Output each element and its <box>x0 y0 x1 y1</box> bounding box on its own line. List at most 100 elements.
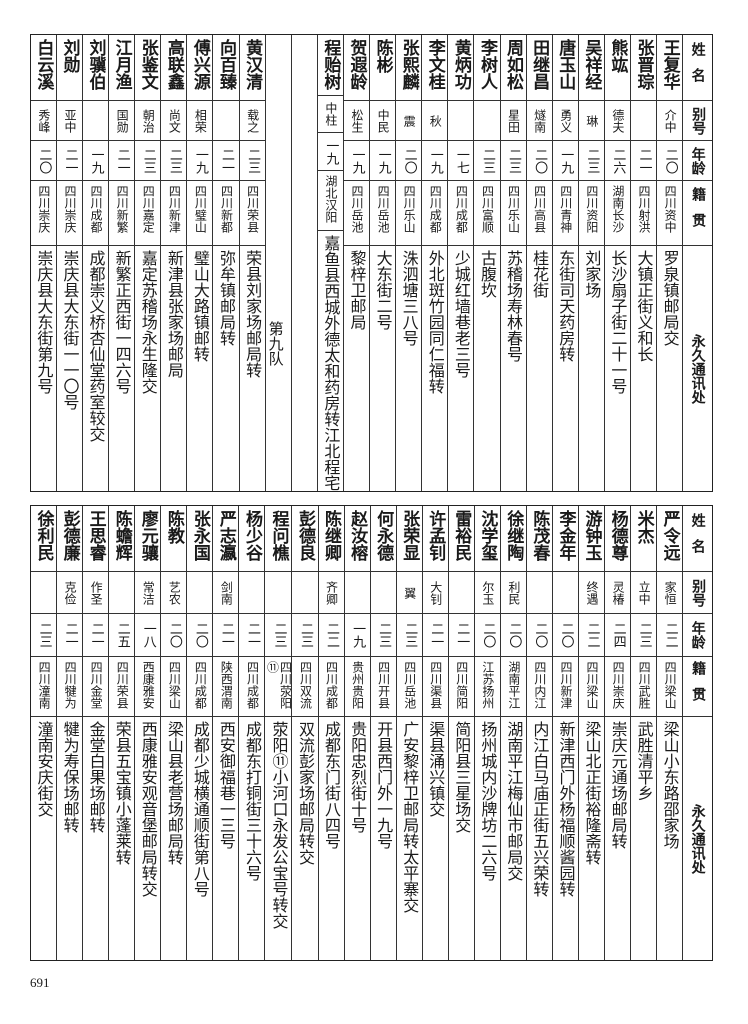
header-address-label: 永久通讯处 <box>689 333 706 404</box>
alias-text: 大钊 <box>428 580 443 605</box>
age-cell: 一九 <box>552 141 578 181</box>
header-name-cell: 姓名 <box>683 506 712 572</box>
age-text: 一九 <box>350 622 366 648</box>
address-text: 荣县五宝镇小蓬莱转 <box>112 721 132 865</box>
name-cell: 张荣显 <box>396 506 422 572</box>
age-text: 二三 <box>298 622 313 648</box>
alias-text: 松生 <box>349 108 364 133</box>
alias-cell <box>187 572 213 614</box>
name-cell: 张晋琮 <box>630 35 657 101</box>
person-column: 黄炳功 一七 四川成都 少城红墙巷老三号 <box>447 35 474 491</box>
alias-text: 立中 <box>637 580 652 605</box>
address-cell: 弥牟镇邮局转 <box>213 246 238 491</box>
alias-text: 作圣 <box>89 580 104 605</box>
name-cell: 程问樵 <box>265 506 292 572</box>
native-text: 湖北汉阳 <box>323 174 338 223</box>
age-text: 二一 <box>219 147 235 174</box>
header-name-label: 姓名 <box>689 41 706 94</box>
name-text: 杨德尊 <box>607 510 628 561</box>
person-column: 陈继卿 齐卿 二二 四川成都 成都东门街八四号 <box>317 506 344 960</box>
native-text: 四川新繁 <box>115 185 130 233</box>
name-text: 杨少谷 <box>241 510 262 561</box>
age-text: 一九 <box>323 138 339 165</box>
age-cell: 二三 <box>500 141 526 181</box>
person-column: 张永国 二〇 四川成都 成都少城横通顺街第八号 <box>186 506 213 960</box>
person-column: 李文桂秋一九 四川成都 外北斑竹园同仁福转 <box>421 35 448 491</box>
native-text: 四川资阳 <box>584 185 599 233</box>
age-cell: 一九 <box>422 141 448 181</box>
native-text: 四川岳池 <box>402 661 417 709</box>
address-text: 洙泗塘三八号 <box>399 250 419 346</box>
name-cell: 向百臻 <box>213 35 239 101</box>
native-text: 四川成都 <box>454 185 469 233</box>
person-column: 程贻树 中柱 一九 湖北汉阳 嘉鱼县西城外德太和药房转江北程宅 <box>316 35 343 491</box>
age-cell: 二一 <box>213 614 239 657</box>
name-cell: 田继昌 <box>526 35 552 101</box>
address-text: 崇庆县大东街第九号 <box>34 250 54 394</box>
age-cell: 二三 <box>239 141 265 181</box>
name-text: 张晋琮 <box>633 39 654 90</box>
native-cell: 四川崇庆 <box>30 181 56 246</box>
age-text: 二三 <box>166 147 182 174</box>
name-cell: 刘骥伯 <box>83 35 109 101</box>
native-cell: 四川岳池 <box>370 181 396 246</box>
alias-cell: 尔玉 <box>474 572 500 614</box>
name-cell: 徐利民 <box>31 506 57 572</box>
native-cell: 江苏扬州 <box>474 657 500 717</box>
alias-text: 常洁 <box>141 580 156 605</box>
name-cell: 贺遐龄 <box>343 35 370 101</box>
alias-cell: 相荣 <box>187 101 213 141</box>
name-cell: 黄炳功 <box>448 35 474 101</box>
age-cell: 一八 <box>135 614 161 657</box>
native-cell: 四川岳池 <box>343 181 370 246</box>
native-text: 四川新都 <box>219 185 234 233</box>
name-cell: 陈蟾辉 <box>109 506 135 572</box>
name-text: 黄汉清 <box>242 39 263 90</box>
header-alias-cell: 别号 <box>683 572 712 614</box>
name-text: 米杰 <box>633 510 654 544</box>
age-text: 二〇 <box>532 147 548 174</box>
name-text: 田继昌 <box>529 39 550 90</box>
address-cell: 新津县张家场邮局 <box>161 246 186 491</box>
native-text: 四川成都 <box>428 185 443 233</box>
age-text: 二一 <box>636 147 652 174</box>
person-column: 田继昌 燧南 二〇 四川高县 桂花街 <box>525 35 552 491</box>
native-cell: 四川新津 <box>552 657 578 717</box>
alias-cell <box>292 572 318 614</box>
header-name-label: 姓名 <box>689 512 706 565</box>
native-cell: 四川金堂 <box>83 657 109 717</box>
address-text: 崇庆元通场邮局转 <box>608 721 628 849</box>
address-text: 渠县涌兴镇交 <box>426 721 446 817</box>
name-text: 黄炳功 <box>450 39 471 90</box>
name-text: 高联鑫 <box>163 39 184 90</box>
age-cell: 二〇 <box>657 141 683 181</box>
name-text: 陈彬 <box>372 39 393 73</box>
address-cell: 金堂白果场邮转 <box>83 717 108 960</box>
age-cell: 二三 <box>474 141 500 181</box>
alias-cell <box>344 572 370 614</box>
name-cell: 张熙麟 <box>396 35 422 101</box>
address-text: 新繁正西街一四六号 <box>112 250 132 394</box>
header-age-label: 年龄 <box>689 146 706 175</box>
age-cell: 二三 <box>578 141 604 181</box>
person-column: 严令远 家恒 二二 四川梁山 梁山小东路邵家场 <box>656 506 683 960</box>
native-cell: 四川开县 <box>370 657 396 717</box>
alias-text: 利民 <box>506 580 521 605</box>
person-column: 周如松 星田 二三 四川乐山 苏稽场寿林春号 <box>499 35 526 491</box>
native-text: 四川犍为 <box>63 661 78 709</box>
address-text: 成都东打铜街三十六号 <box>242 721 262 881</box>
header-alias-cell: 别号 <box>683 101 712 141</box>
native-text: 四川新津 <box>167 185 182 233</box>
native-text: 四川岳池 <box>376 185 391 233</box>
alias-cell <box>265 572 292 614</box>
name-text: 程贻树 <box>320 39 341 90</box>
alias-text: 琳 <box>584 114 599 127</box>
alias-text: 载之 <box>245 108 260 133</box>
native-cell: 西康雅安 <box>135 657 161 717</box>
name-cell: 许孟钊 <box>422 506 448 572</box>
person-column: 陈茂春 二〇 四川内江 内江白马庙正街五兴荣转 <box>525 506 552 960</box>
native-cell: 四川梁山 <box>657 657 683 717</box>
native-text: 四川金堂 <box>89 661 104 709</box>
age-cell: 二三 <box>631 614 657 657</box>
alias-cell: 剑南 <box>213 572 239 614</box>
